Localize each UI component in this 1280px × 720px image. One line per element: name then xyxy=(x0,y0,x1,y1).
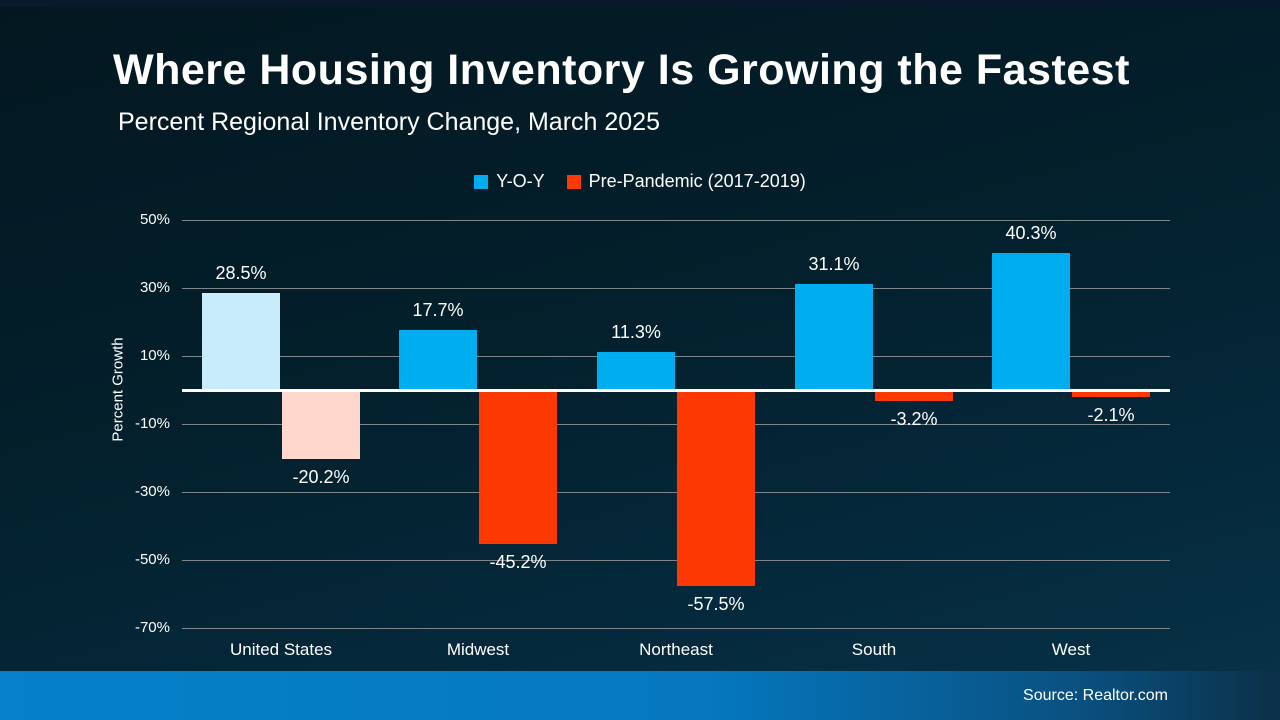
category-label-united-states: United States xyxy=(229,640,333,659)
gridline-10% xyxy=(182,356,1170,357)
value-label-pre-pandemic-2017-2019-northeast: -57.5% xyxy=(687,594,745,614)
bar-y-o-y-west xyxy=(992,253,1070,390)
bar-pre-pandemic-2017-2019-south xyxy=(875,390,953,401)
y-tick-label: -50% xyxy=(134,551,170,568)
page-title: Where Housing Inventory Is Growing the F… xyxy=(113,46,1130,94)
category-label-northeast: Northeast xyxy=(639,640,713,659)
y-tick-label: 10% xyxy=(139,347,170,364)
category-label-west: West xyxy=(1051,640,1091,659)
gridline--50% xyxy=(182,560,1170,561)
bar-pre-pandemic-2017-2019-west xyxy=(1072,390,1150,397)
gridline-30% xyxy=(182,288,1170,289)
y-tick-label: 50% xyxy=(139,211,170,228)
gridline--10% xyxy=(182,424,1170,425)
value-label-y-o-y-west: 40.3% xyxy=(1005,223,1057,243)
legend-label-yoy: Y-O-Y xyxy=(496,171,545,191)
footer-bar: Source: Realtor.com xyxy=(0,671,1280,720)
page-subtitle: Percent Regional Inventory Change, March… xyxy=(118,108,660,136)
gridline--30% xyxy=(182,492,1170,493)
gridline--70% xyxy=(182,628,1170,629)
value-label-y-o-y-united-states: 28.5% xyxy=(215,263,267,283)
value-label-y-o-y-south: 31.1% xyxy=(808,254,860,274)
legend-label-prepandemic: Pre-Pandemic (2017-2019) xyxy=(588,171,806,191)
value-label-y-o-y-midwest: 17.7% xyxy=(412,300,464,320)
zero-axis-line xyxy=(182,389,1170,392)
bar-pre-pandemic-2017-2019-northeast xyxy=(677,390,755,586)
top-strip xyxy=(0,0,1280,7)
value-label-pre-pandemic-2017-2019-midwest: -45.2% xyxy=(489,552,547,572)
legend-item-yoy: Y-O-Y xyxy=(474,171,545,192)
y-tick-label: 30% xyxy=(139,279,170,296)
yoy-swatch-icon xyxy=(474,174,489,189)
bar-pre-pandemic-2017-2019-midwest xyxy=(479,390,557,544)
category-label-south: South xyxy=(851,640,897,659)
y-tick-label: -10% xyxy=(134,415,170,432)
y-axis-title: Percent Growth xyxy=(109,337,127,442)
bar-pre-pandemic-2017-2019-united-states xyxy=(282,390,360,459)
gridline-50% xyxy=(182,220,1170,221)
value-label-pre-pandemic-2017-2019-united-states: -20.2% xyxy=(292,467,350,487)
bar-y-o-y-united-states xyxy=(202,293,280,390)
category-label-midwest: Midwest xyxy=(446,640,510,659)
y-tick-label: -30% xyxy=(134,483,170,500)
bar-y-o-y-south xyxy=(795,284,873,390)
value-label-pre-pandemic-2017-2019-south: -3.2% xyxy=(890,409,938,429)
value-label-y-o-y-northeast: 11.3% xyxy=(611,322,661,342)
bar-y-o-y-northeast xyxy=(597,352,675,390)
bar-y-o-y-midwest xyxy=(399,330,477,390)
chart-legend: Y-O-Y Pre-Pandemic (2017-2019) xyxy=(0,171,1280,192)
prepandemic-swatch-icon xyxy=(566,174,581,189)
legend-item-prepandemic: Pre-Pandemic (2017-2019) xyxy=(566,171,806,192)
source-attribution: Source: Realtor.com xyxy=(1023,686,1168,704)
y-tick-label: -70% xyxy=(134,619,170,636)
value-label-pre-pandemic-2017-2019-west: -2.1% xyxy=(1087,405,1135,425)
